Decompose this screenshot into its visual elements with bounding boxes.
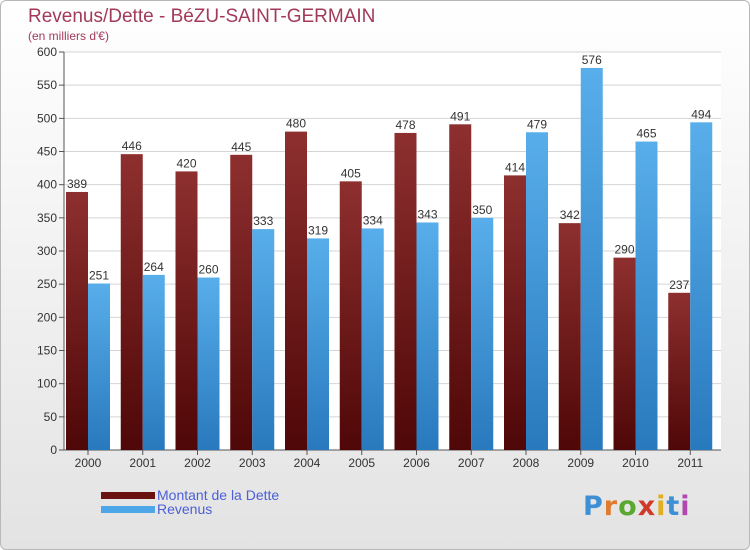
bar-dette-2002 [175, 171, 198, 450]
bar-revenus-2006 [416, 222, 439, 450]
data-label-revenus-2010: 465 [636, 127, 656, 141]
logo-letter: t [666, 491, 681, 522]
data-label-dette-2003: 445 [231, 140, 251, 154]
y-tick-label: 600 [37, 45, 57, 59]
x-tick-label: 2010 [622, 456, 649, 470]
logo-letter: r [603, 491, 619, 522]
data-label-dette-2001: 446 [122, 139, 142, 153]
data-label-revenus-2004: 319 [308, 223, 328, 237]
data-label-revenus-2005: 334 [363, 213, 383, 227]
data-label-dette-2010: 290 [614, 243, 634, 257]
y-tick-label: 150 [37, 344, 57, 358]
data-label-revenus-2008: 479 [527, 117, 547, 131]
bar-revenus-2001 [142, 274, 165, 450]
x-tick-label: 2007 [458, 456, 485, 470]
x-tick-label: 2000 [75, 456, 102, 470]
x-tick-label: 2006 [403, 456, 430, 470]
x-tick-label: 2009 [567, 456, 594, 470]
proxiti-logo: Proxiti [583, 491, 691, 522]
legend-item-dette: Montant de la Dette [101, 487, 279, 503]
bar-dette-2003 [230, 154, 253, 451]
logo-letter: i [656, 491, 667, 522]
data-label-revenus-2007: 350 [472, 203, 492, 217]
legend-swatch-revenus [101, 505, 155, 513]
chart-title: Revenus/Dette - BéZU-SAINT-GERMAIN [28, 6, 376, 27]
y-tick-label: 300 [37, 244, 57, 258]
bar-revenus-2000 [88, 283, 110, 450]
x-tick-label: 2005 [348, 456, 375, 470]
legend-label-dette: Montant de la Dette [157, 487, 280, 503]
x-tick-label: 2002 [184, 456, 211, 470]
logo-letter: o [618, 491, 638, 522]
data-label-dette-2006: 478 [395, 118, 415, 132]
x-tick-label: 2001 [129, 456, 156, 470]
legend-label-revenus: Revenus [157, 501, 213, 517]
bar-revenus-2003 [252, 229, 275, 450]
bar-revenus-2004 [307, 238, 329, 450]
bar-dette-2007 [449, 124, 472, 450]
data-label-dette-2000: 389 [67, 177, 87, 191]
data-label-revenus-2002: 260 [198, 263, 218, 277]
bar-revenus-2007 [471, 217, 494, 450]
bar-dette-2009 [558, 223, 581, 450]
bar-dette-2011 [668, 292, 691, 450]
y-tick-label: 550 [37, 78, 57, 92]
bar-dette-2000 [66, 191, 88, 451]
bar-revenus-2009 [580, 67, 603, 451]
bar-dette-2006 [394, 132, 417, 450]
x-tick-label: 2008 [513, 456, 540, 470]
y-tick-label: 50 [44, 410, 58, 424]
data-label-dette-2007: 491 [450, 109, 470, 123]
data-label-dette-2008: 414 [505, 160, 525, 174]
bar-revenus-2011 [690, 122, 713, 451]
data-label-dette-2002: 420 [176, 156, 196, 170]
bar-dette-2005 [339, 181, 362, 450]
bar-revenus-2008 [526, 132, 548, 450]
y-tick-label: 350 [37, 211, 57, 225]
data-label-dette-2011: 237 [669, 278, 689, 292]
data-label-revenus-2000: 251 [89, 269, 109, 283]
y-tick-label: 200 [37, 310, 57, 324]
bar-dette-2004 [285, 131, 307, 450]
x-tick-label: 2003 [239, 456, 266, 470]
data-labels: 389 251 446 264 420 260 445 333 480 319 405 334 478 3… [67, 53, 712, 292]
bar-dette-2010 [613, 257, 636, 450]
data-label-dette-2005: 405 [341, 166, 361, 180]
x-tick-label: 2011 [677, 456, 703, 470]
legend-item-revenus: Revenus [101, 501, 212, 517]
bar-revenus-2010 [635, 141, 658, 451]
data-label-dette-2009: 342 [560, 208, 580, 222]
data-label-dette-2004: 480 [286, 117, 306, 131]
data-label-revenus-2009: 576 [582, 53, 602, 67]
grid-lines [64, 51, 721, 450]
y-tick-label: 250 [37, 277, 57, 291]
bar-revenus-2005 [361, 228, 384, 450]
y-tick-label: 100 [37, 377, 57, 391]
logo-letter: P [583, 491, 604, 522]
data-label-revenus-2006: 343 [417, 207, 437, 221]
logo-letter: x [637, 491, 657, 522]
data-label-revenus-2003: 333 [253, 214, 273, 228]
logo-letter: i [680, 491, 691, 522]
y-tick-label: 450 [37, 145, 57, 159]
data-label-revenus-2011: 494 [691, 107, 711, 121]
x-tick-label: 2004 [294, 456, 321, 470]
y-tick-label: 0 [50, 443, 57, 457]
bars [66, 67, 713, 451]
axes: 0 50 100 150 200 250 300 350 400 450 500 550 600 2000… [37, 45, 721, 470]
y-tick-label: 500 [37, 111, 57, 125]
bar-dette-2008 [504, 175, 526, 450]
y-tick-label: 400 [37, 178, 57, 192]
chart-subtitle: (en milliers d'€) [28, 29, 109, 43]
bar-revenus-2002 [197, 277, 220, 450]
legend-swatch-dette [101, 491, 155, 499]
data-label-revenus-2001: 264 [144, 260, 164, 274]
bar-dette-2001 [120, 154, 143, 451]
